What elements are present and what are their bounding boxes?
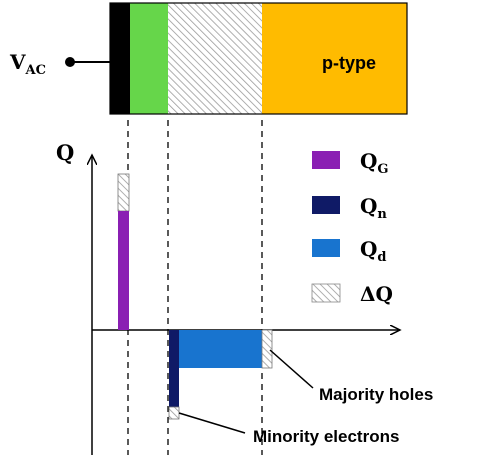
majority-holes-label: Majority holes <box>319 385 433 404</box>
legend-label-delta-q: ΔQ <box>360 282 393 306</box>
majority-pointer <box>269 349 314 389</box>
y-axis-label: Q <box>56 140 74 165</box>
qn-bar <box>169 330 179 407</box>
qd-bar <box>179 330 262 368</box>
vac-label: VAC <box>9 50 46 78</box>
legend-item-qd: Qd <box>312 237 387 265</box>
delta-q-gate-bar <box>117 173 130 212</box>
legend-label-qd: Qd <box>360 237 387 265</box>
gate-metal <box>110 3 130 114</box>
legend-item-qg: QG <box>312 149 389 177</box>
guide-lines <box>127 120 263 455</box>
delta-q-majority-bar <box>261 329 273 369</box>
device-structure: p-type <box>109 2 408 115</box>
legend-swatch-qg <box>312 151 340 169</box>
axes: Q <box>56 140 400 455</box>
legend: QG Qn Qd ΔQ <box>311 149 393 306</box>
legend-item-qn: Qn <box>312 194 387 222</box>
legend-swatch-delta-q <box>311 283 341 303</box>
legend-item-delta-q: ΔQ <box>311 282 393 306</box>
legend-swatch-qn <box>312 196 340 214</box>
p-type-label: p-type <box>322 53 376 73</box>
inversion-layer <box>130 3 168 114</box>
device-outline <box>109 2 408 115</box>
p-type-region <box>262 3 407 114</box>
depletion-region <box>168 3 262 114</box>
charge-bars <box>117 173 273 420</box>
vac-terminal: VAC <box>9 50 110 78</box>
minority-electrons-label: Minority electrons <box>253 427 399 446</box>
qg-bar <box>118 211 129 330</box>
legend-label-qn: Qn <box>360 194 387 222</box>
annotations: Majority holes Minority electrons <box>178 349 433 446</box>
legend-swatch-qd <box>312 239 340 257</box>
legend-label-qg: QG <box>360 149 389 177</box>
minority-pointer <box>178 412 246 434</box>
delta-q-minority-bar <box>168 406 180 420</box>
